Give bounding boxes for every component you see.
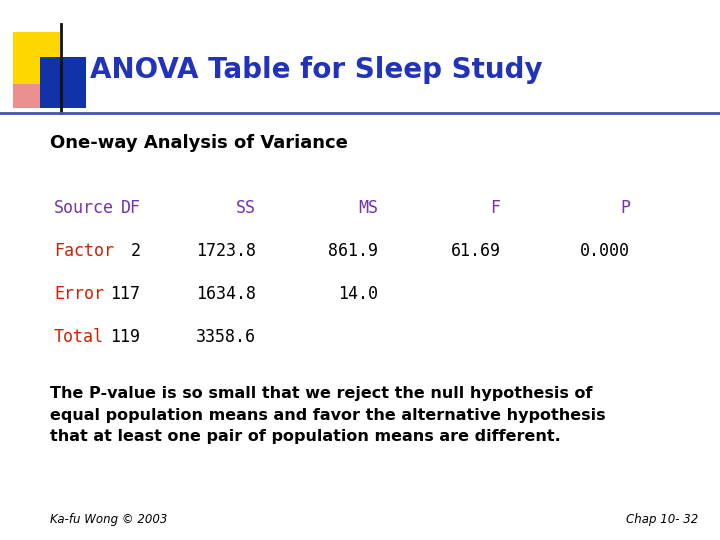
Text: One-way Analysis of Variance: One-way Analysis of Variance <box>50 134 348 152</box>
Text: SS: SS <box>235 199 256 217</box>
Text: DF: DF <box>120 199 140 217</box>
Text: 61.69: 61.69 <box>451 242 500 260</box>
Text: 1634.8: 1634.8 <box>196 285 256 303</box>
Text: MS: MS <box>358 199 378 217</box>
Text: 1723.8: 1723.8 <box>196 242 256 260</box>
Text: Error: Error <box>54 285 104 303</box>
Bar <box>13 32 60 84</box>
Text: Ka-fu Wong © 2003: Ka-fu Wong © 2003 <box>50 514 168 526</box>
Bar <box>13 57 49 108</box>
Text: 14.0: 14.0 <box>338 285 378 303</box>
Text: 0.000: 0.000 <box>580 242 630 260</box>
Text: ANOVA Table for Sleep Study: ANOVA Table for Sleep Study <box>90 56 543 84</box>
Text: Total: Total <box>54 328 104 347</box>
Text: 119: 119 <box>110 328 140 347</box>
Text: 117: 117 <box>110 285 140 303</box>
Text: 2: 2 <box>130 242 140 260</box>
Text: The P-value is so small that we reject the null hypothesis of
equal population m: The P-value is so small that we reject t… <box>50 386 606 444</box>
Text: F: F <box>490 199 500 217</box>
Text: 3358.6: 3358.6 <box>196 328 256 347</box>
Text: 861.9: 861.9 <box>328 242 378 260</box>
Bar <box>40 57 86 108</box>
Text: Source: Source <box>54 199 114 217</box>
Text: Factor: Factor <box>54 242 114 260</box>
Text: Chap 10- 32: Chap 10- 32 <box>626 514 698 526</box>
Text: P: P <box>620 199 630 217</box>
